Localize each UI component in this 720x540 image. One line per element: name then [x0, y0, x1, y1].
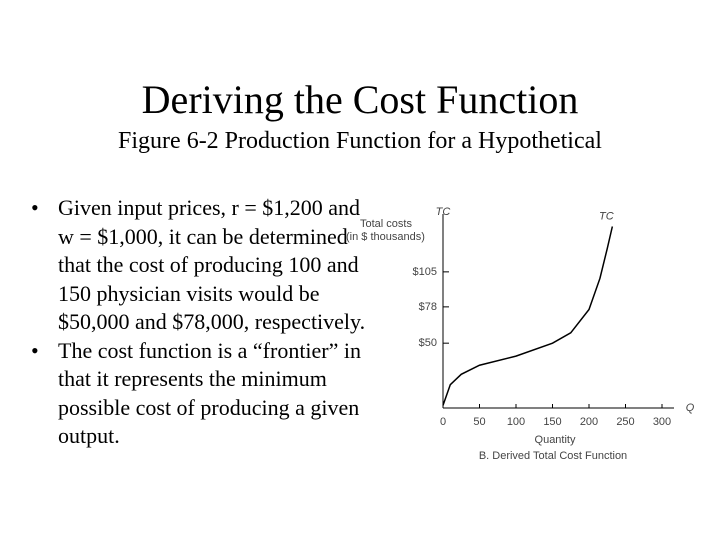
x-tick-label: 0	[440, 416, 446, 428]
x-tick-label: 200	[580, 416, 598, 428]
y-axis-end-label: TC	[436, 206, 451, 218]
x-tick-label: 300	[653, 416, 671, 428]
x-axis-label: Quantity	[535, 434, 576, 446]
x-tick-label: 100	[507, 416, 525, 428]
y-axis-label: Total costs (in $ thousands)	[346, 218, 425, 243]
bullet-list: Given input prices, r = $1,200 and w = $…	[30, 194, 378, 451]
y-tick-label: $105	[413, 266, 437, 278]
y-tick-label: $78	[419, 301, 437, 313]
series-label: TC	[599, 210, 614, 222]
x-tick-label: 150	[543, 416, 561, 428]
slide-subtitle: Figure 6-2 Production Function for a Hyp…	[118, 128, 602, 154]
bullet: The cost function is a “frontier” in tha…	[31, 337, 378, 451]
chart-caption: B. Derived Total Cost Function	[479, 450, 627, 462]
cost-curve	[442, 226, 614, 406]
y-tick-label: $50	[419, 337, 437, 349]
bullet: Given input prices, r = $1,200 and w = $…	[31, 194, 378, 337]
slide-title: Deriving the Cost Function	[141, 77, 579, 122]
x-axis-end-label: Q	[686, 402, 695, 414]
x-tick-label: 250	[616, 416, 634, 428]
x-tick-label: 50	[473, 416, 485, 428]
